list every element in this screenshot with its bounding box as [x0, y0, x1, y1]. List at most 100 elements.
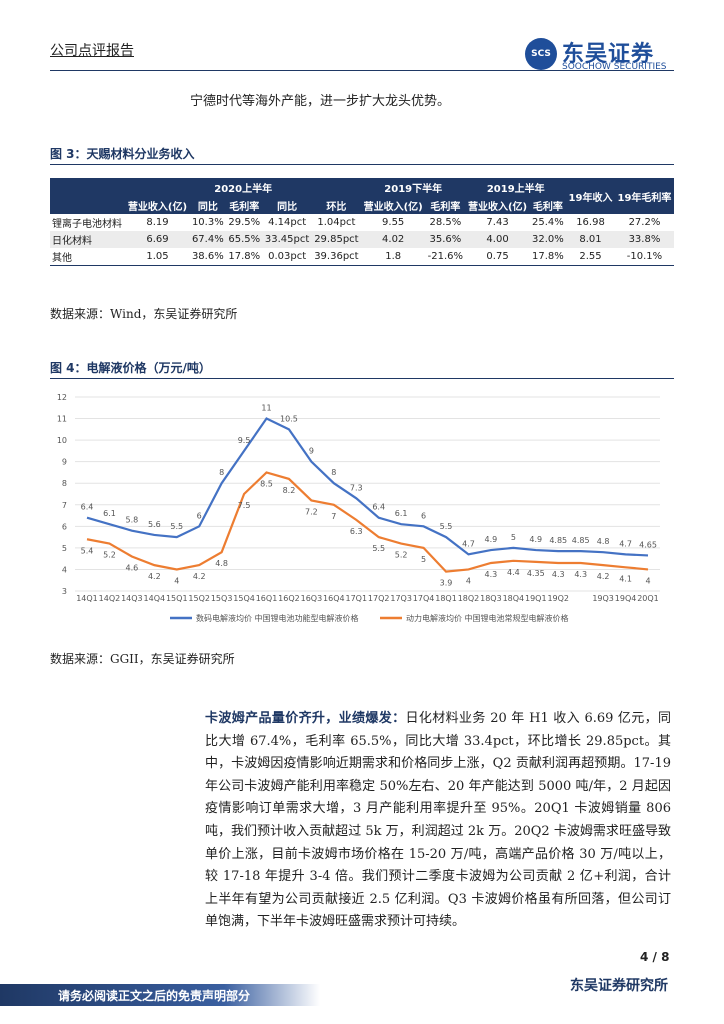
data-label: 6.4 — [372, 503, 385, 512]
x-tick-label: 14Q1 — [76, 594, 98, 603]
data-label: 6.4 — [81, 503, 94, 512]
x-tick-label: 14Q4 — [144, 594, 166, 603]
x-tick-label: 18Q2 — [458, 594, 480, 603]
page-number: 4 / 8 — [640, 950, 670, 964]
logo-subtext: SOOCHOW SECURITIES — [562, 62, 667, 72]
data-label: 4.8 — [597, 537, 610, 546]
x-tick-label: 17Q3 — [390, 594, 412, 603]
data-label: 6.3 — [350, 527, 363, 536]
sub-header: 毛利率 — [425, 196, 466, 214]
paragraph-lead: 卡波姆产品量价齐升，业绩爆发： — [205, 711, 406, 726]
data-label: 5.5 — [170, 522, 183, 531]
disclaimer: 请务必阅读正文之后的免责声明部分 — [58, 989, 251, 1003]
x-tick-label: 15Q1 — [166, 594, 188, 603]
data-label: 4.3 — [552, 570, 565, 579]
sub-header: 营业收入(亿) — [465, 196, 530, 214]
data-label: 5.2 — [103, 551, 116, 560]
footer-org: 东吴证券研究所 — [570, 978, 668, 994]
x-tick-label: 15Q2 — [188, 594, 210, 603]
sub-header: 毛利率 — [529, 196, 567, 214]
table-cell: 4.00 — [465, 231, 530, 248]
data-label: 10.5 — [280, 414, 298, 423]
sub-header: 环比 — [311, 196, 362, 214]
data-label: 7.3 — [350, 483, 363, 492]
group-header: 2019下半年 — [361, 178, 466, 196]
table-cell: 17.8% — [529, 248, 567, 266]
data-label: 4 — [174, 576, 179, 585]
table-cell: 33.45pct — [262, 231, 312, 248]
data-label: 5.2 — [395, 551, 408, 560]
data-label: 7.5 — [238, 501, 251, 510]
footer-band — [0, 984, 320, 1006]
y-tick-label: 9 — [62, 458, 67, 467]
data-table: 2020上半年 2019下半年 2019上半年 19年收入 19年毛利率 营业收入(亿) 同… — [50, 178, 674, 266]
table-cell: 9.55 — [382, 217, 405, 228]
table-cell: 17.8% — [226, 248, 263, 266]
data-label: 8.2 — [283, 486, 296, 495]
data-label: 4.7 — [619, 539, 632, 548]
table-cell: 32.0% — [529, 231, 567, 248]
data-label: 4 — [645, 576, 650, 585]
paragraph: 卡波姆产品量价齐升，业绩爆发：日化材料业务 20 年 H1 收入 6.69 亿元… — [205, 708, 671, 934]
data-label: 3.9 — [440, 579, 453, 588]
data-label: 6.1 — [103, 509, 116, 518]
header-row: 2020上半年 2019下半年 2019上半年 19年收入 19年毛利率 — [50, 178, 674, 214]
y-tick-label: 12 — [57, 393, 67, 402]
data-label: 5.8 — [126, 516, 139, 525]
data-label: 4.4 — [507, 568, 520, 577]
x-tick-label: 19Q1 — [525, 594, 547, 603]
sub-header: 营业收入(亿) — [361, 196, 426, 214]
data-label: 7.2 — [305, 507, 318, 516]
table-row: 锂离子电池材料 8.19 10.3% 29.5% 4.14pct 1.04pct 9.55 2… — [50, 214, 674, 231]
figure-source: 数据来源：GGII，东吴证券研究所 — [50, 652, 235, 666]
data-label: 4.3 — [485, 570, 498, 579]
table-cell: 8.01 — [566, 231, 615, 248]
table-cell: 6.69 — [125, 231, 190, 248]
y-tick-label: 3 — [62, 587, 67, 596]
data-label: 6.1 — [395, 509, 408, 518]
x-tick-label: 19Q3 — [592, 594, 614, 603]
table-cell: 33.8% — [614, 231, 674, 248]
table-cell: 16.98 — [576, 217, 605, 228]
data-label: 9.5 — [238, 436, 251, 445]
sub-header: 营业收入(亿) — [125, 196, 190, 214]
y-tick-label: 8 — [62, 479, 67, 488]
legend-label: 数码电解液均价 中国锂电池功能型电解液价格 — [196, 613, 359, 623]
data-label: 4.6 — [126, 564, 139, 573]
series-line — [86, 417, 649, 557]
header-row: 营业收入(亿) 同比 毛利率 同比 环比 营业收入(亿) 毛利率 营业收入(亿) 毛利率 — [50, 196, 674, 214]
data-label: 4.2 — [148, 572, 161, 581]
group-header: 2019上半年 — [465, 178, 567, 196]
data-label: 6 — [197, 511, 202, 520]
table-cell: 38.6% — [189, 248, 227, 266]
table-cell: 35.6% — [425, 231, 466, 248]
y-tick-label: 10 — [57, 436, 67, 445]
table-cell: 1.05 — [125, 248, 190, 266]
data-label: 4 — [466, 576, 471, 585]
title-rule — [50, 164, 674, 165]
logo-mark: SCS — [525, 38, 557, 70]
data-label: 4.3 — [574, 570, 587, 579]
x-tick-label: 19Q2 — [547, 594, 569, 603]
data-label: 4.7 — [462, 539, 475, 548]
table-cell: 4.14pct — [268, 217, 307, 228]
table-cell: 39.36pct — [311, 248, 362, 266]
data-label: 4.2 — [597, 572, 610, 581]
x-tick-label: 17Q4 — [413, 594, 435, 603]
table-cell: 4.02 — [361, 231, 426, 248]
data-label: 5.5 — [440, 522, 453, 531]
group-header: 2020上半年 — [125, 178, 362, 196]
table-cell: 日化材料 — [50, 231, 126, 248]
group-header: 19年毛利率 — [614, 178, 674, 214]
table-source: 数据来源：Wind，东吴证券研究所 — [50, 307, 238, 321]
table-cell: 锂离子电池材料 — [52, 219, 122, 230]
table-cell: 7.43 — [486, 217, 509, 228]
data-label: 5.6 — [148, 520, 161, 529]
series-line — [86, 471, 649, 573]
header-title: 公司点评报告 — [50, 43, 134, 59]
data-label: 4.1 — [619, 574, 632, 583]
x-tick-label: 16Q3 — [301, 594, 323, 603]
table-cell: 0.75 — [465, 248, 530, 266]
table-cell: 65.5% — [226, 231, 263, 248]
